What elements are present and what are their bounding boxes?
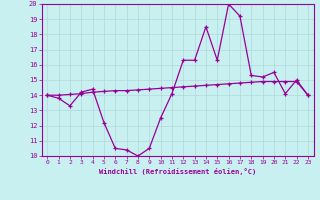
X-axis label: Windchill (Refroidissement éolien,°C): Windchill (Refroidissement éolien,°C): [99, 168, 256, 175]
